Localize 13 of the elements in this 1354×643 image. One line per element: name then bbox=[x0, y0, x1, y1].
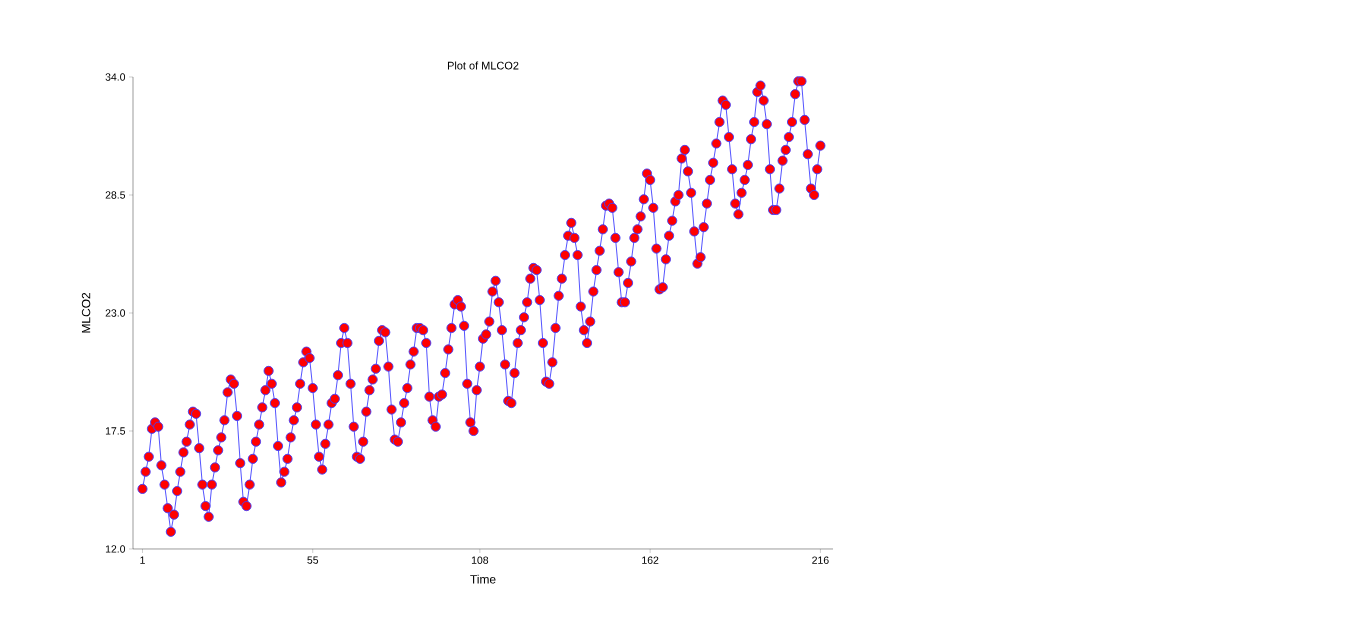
x-tick-label: 1 bbox=[140, 556, 145, 564]
x-tick-label: 108 bbox=[471, 556, 489, 564]
y-tick-label: 34.0 bbox=[105, 73, 126, 81]
x-axis-title: Time bbox=[470, 574, 496, 584]
chart-title: Plot of MLCO2 bbox=[447, 61, 519, 70]
x-tick-label: 55 bbox=[307, 556, 319, 564]
x-tick-label: 216 bbox=[812, 556, 829, 564]
y-tick-label: 28.5 bbox=[105, 191, 126, 199]
y-tick-label: 23.0 bbox=[105, 309, 126, 317]
x-tick-label: 162 bbox=[642, 556, 659, 564]
y-axis-title: MLCO2 bbox=[81, 292, 91, 333]
y-tick-label: 12.0 bbox=[105, 545, 126, 553]
y-tick-label: 17.5 bbox=[105, 427, 126, 435]
